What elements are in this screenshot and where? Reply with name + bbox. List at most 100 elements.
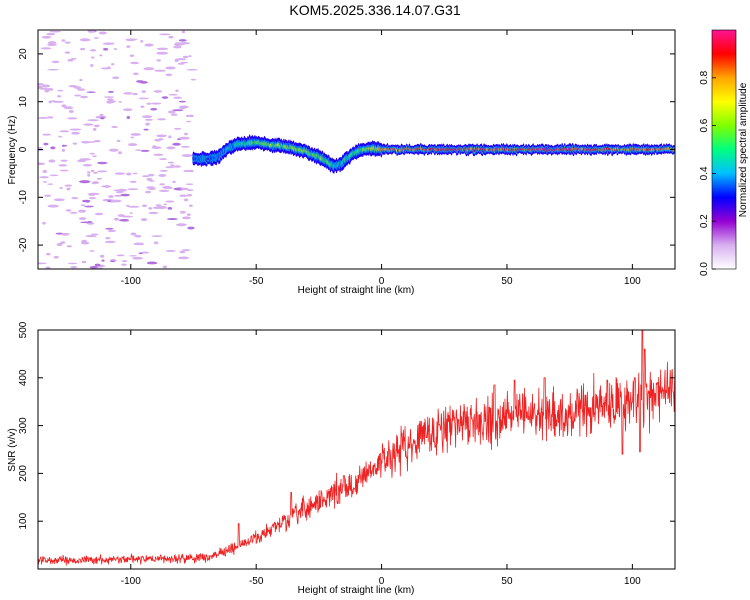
noise-blob (57, 89, 64, 92)
noise-blob (51, 60, 60, 64)
noise-blob (87, 30, 96, 33)
noise-blob (143, 67, 155, 71)
noise-blob (52, 100, 64, 103)
noise-blob (61, 39, 66, 42)
noise-blob (121, 263, 127, 266)
noise-blob (132, 172, 138, 175)
noise-blob (100, 116, 105, 120)
snr-series-line (38, 330, 675, 566)
noise-blob (109, 199, 122, 203)
noise-blob (64, 41, 71, 44)
noise-blob (144, 43, 154, 47)
spectrogram-ridge (192, 134, 675, 174)
noise-blob (127, 143, 138, 147)
noise-blob (130, 232, 137, 236)
noise-blob (154, 69, 167, 72)
noise-blob (79, 38, 91, 42)
spectrogram-xtick-label: 0 (379, 276, 385, 287)
noise-blob (93, 37, 99, 39)
noise-blob (97, 161, 108, 165)
snr-ytick-label: 200 (18, 465, 29, 482)
noise-blob (116, 139, 121, 142)
noise-blob (41, 84, 51, 88)
noise-blob (58, 164, 68, 167)
noise-blob (125, 38, 138, 41)
noise-blob (46, 32, 56, 36)
noise-blob (188, 55, 192, 58)
noise-blob (130, 61, 140, 65)
noise-blob (80, 221, 92, 224)
noise-blob (102, 42, 112, 45)
noise-blob (156, 206, 168, 209)
noise-blob (96, 177, 103, 180)
noise-blob (185, 114, 190, 118)
noise-blob (145, 190, 152, 194)
noise-blob (67, 117, 78, 120)
noise-blob (165, 187, 174, 189)
noise-blob (112, 76, 120, 80)
noise-blob (98, 31, 107, 35)
noise-blob (147, 187, 157, 190)
noise-blob (172, 180, 176, 184)
noise-blob (108, 90, 114, 93)
noise-blob (44, 89, 49, 93)
spectrogram-ytick-label: 10 (18, 96, 29, 108)
noise-blob (179, 42, 190, 45)
noise-blob (162, 265, 168, 269)
noise-blob (139, 80, 148, 84)
noise-blob (87, 141, 96, 143)
noise-blob (175, 89, 179, 92)
noise-blob (178, 136, 190, 140)
spectrogram-xtick-label: 50 (501, 276, 513, 287)
noise-blob (60, 159, 68, 162)
noise-blob (38, 162, 45, 165)
noise-blob (56, 95, 62, 98)
noise-blob (126, 116, 131, 120)
noise-blob (82, 164, 93, 167)
noise-blob (183, 198, 189, 202)
noise-blob (45, 266, 51, 269)
noise-blob (146, 102, 152, 105)
noise-blob (56, 242, 63, 247)
noise-blob (167, 207, 173, 210)
noise-blob (44, 194, 52, 197)
noise-blob (61, 104, 67, 108)
noise-blob (178, 256, 190, 260)
noise-blob (108, 195, 114, 198)
noise-blob (140, 218, 148, 222)
noise-blob (141, 90, 146, 93)
noise-blob (93, 171, 98, 174)
noise-blob (120, 193, 130, 197)
noise-blob (144, 118, 154, 121)
noise-blob (140, 105, 145, 109)
noise-blob (68, 110, 74, 113)
noise-blob (178, 39, 187, 42)
noise-blob (90, 169, 95, 173)
noise-blob (121, 260, 128, 262)
noise-blob (65, 209, 72, 212)
noise-blob (179, 194, 188, 197)
noise-blob (111, 125, 118, 129)
noise-blob (127, 188, 139, 191)
noise-blob (91, 182, 98, 185)
noise-blob (182, 55, 189, 59)
noise-blob (111, 63, 115, 66)
noise-blob (94, 263, 101, 267)
noise-blob (183, 169, 191, 173)
noise-blob (181, 154, 194, 157)
noise-blob (179, 210, 186, 214)
noise-blob (167, 161, 175, 164)
noise-blob (181, 249, 191, 252)
snr-ytick-label: 400 (18, 369, 29, 386)
noise-blob (176, 223, 187, 227)
spectrogram-noise-blobs (38, 30, 199, 269)
noise-blob (161, 96, 169, 99)
noise-blob (72, 142, 78, 145)
colorbar-tick-label: 0.6 (699, 118, 710, 132)
noise-blob (132, 256, 143, 260)
spectrogram-ytick-label: 0 (18, 146, 29, 152)
colorbar-label: Normalized spectral amplitude (738, 82, 749, 217)
noise-blob (170, 113, 178, 116)
noise-blob (47, 68, 59, 71)
noise-blob (47, 41, 57, 45)
